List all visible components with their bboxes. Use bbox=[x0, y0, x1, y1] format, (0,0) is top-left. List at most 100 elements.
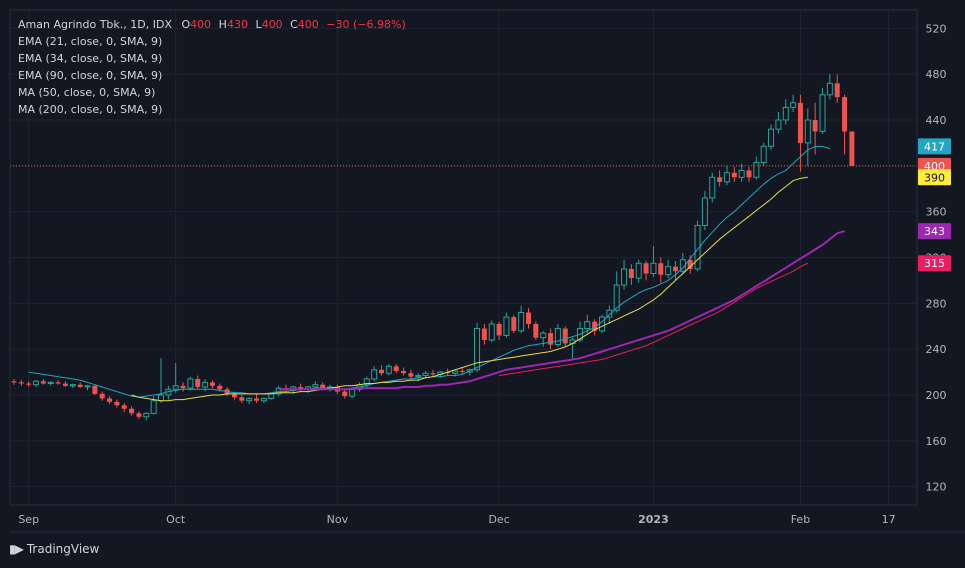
candle-106 bbox=[790, 94, 797, 112]
price-badge-390: 390 bbox=[918, 169, 951, 186]
candle-50 bbox=[379, 365, 384, 376]
candle-113 bbox=[842, 94, 848, 155]
candle-10 bbox=[84, 384, 91, 391]
candle-107 bbox=[797, 94, 803, 172]
candle-98 bbox=[731, 166, 737, 182]
candle-body-59 bbox=[445, 372, 451, 374]
candle-body-71 bbox=[533, 323, 539, 338]
candle-body-19 bbox=[150, 400, 157, 414]
tradingview-brand[interactable]: ▮▶ TradingView bbox=[9, 542, 99, 556]
candle-69 bbox=[518, 305, 525, 334]
legend-close-label: C bbox=[290, 18, 298, 31]
legend-indicator-ma200[interactable]: MA (200, close, 0, SMA, 9) bbox=[18, 103, 163, 116]
candle-body-74 bbox=[554, 328, 561, 346]
legend-symbol-row: Aman Agrindo Tbk., 1D, IDX O400 H430 L40… bbox=[18, 16, 406, 33]
candle-54 bbox=[408, 369, 414, 379]
y-tick-label-480: 480 bbox=[926, 68, 947, 81]
candle-body-95 bbox=[709, 176, 716, 199]
candle-body-24 bbox=[187, 378, 194, 389]
candle-body-20 bbox=[158, 394, 164, 402]
legend-low-label: L bbox=[255, 18, 262, 31]
candle-body-87 bbox=[650, 262, 657, 275]
candle-22 bbox=[172, 362, 179, 393]
candle-body-33 bbox=[254, 398, 260, 401]
candle-53 bbox=[401, 367, 407, 376]
candle-13 bbox=[107, 396, 113, 405]
candle-105 bbox=[782, 99, 789, 125]
candle-32 bbox=[246, 397, 253, 405]
candle-111 bbox=[826, 74, 833, 100]
candle-body-97 bbox=[723, 172, 730, 183]
candle-16 bbox=[129, 406, 135, 416]
indicator-lines-layer bbox=[10, 145, 917, 402]
candle-104 bbox=[775, 111, 782, 134]
candle-body-23 bbox=[180, 385, 186, 389]
candle-body-88 bbox=[658, 263, 664, 275]
x-tick-label-2023: 2023 bbox=[638, 513, 669, 526]
candle-body-41 bbox=[312, 384, 319, 388]
candle-body-99 bbox=[738, 169, 745, 178]
candle-94 bbox=[701, 191, 708, 230]
candle-body-72 bbox=[540, 332, 547, 339]
candle-31 bbox=[239, 395, 245, 404]
y-tick-label-520: 520 bbox=[926, 22, 947, 35]
candle-17 bbox=[136, 411, 142, 420]
legend-indicator-ma50[interactable]: MA (50, close, 0, SMA, 9) bbox=[18, 86, 156, 99]
candle-body-56 bbox=[422, 372, 429, 377]
candle-body-5 bbox=[47, 381, 54, 385]
candle-68 bbox=[511, 314, 517, 334]
candle-1 bbox=[18, 380, 24, 386]
candle-body-84 bbox=[628, 268, 634, 279]
candle-body-98 bbox=[731, 172, 737, 178]
candle-body-55 bbox=[415, 375, 422, 378]
candle-body-4 bbox=[40, 381, 46, 384]
candle-body-42 bbox=[320, 384, 326, 389]
candle-93 bbox=[694, 220, 701, 272]
candle-23 bbox=[180, 382, 186, 392]
brand-name: TradingView bbox=[26, 542, 100, 556]
candle-body-66 bbox=[496, 323, 502, 336]
candle-84 bbox=[628, 264, 634, 285]
candle-body-16 bbox=[129, 408, 135, 414]
legend-indicator-ema21[interactable]: EMA (21, close, 0, SMA, 9) bbox=[18, 35, 163, 48]
candle-11 bbox=[92, 384, 98, 395]
candle-103 bbox=[768, 124, 775, 150]
candle-body-111 bbox=[826, 82, 833, 96]
candle-body-49 bbox=[371, 369, 378, 380]
candle-body-46 bbox=[349, 388, 356, 397]
candle-25 bbox=[195, 375, 201, 390]
candle-body-78 bbox=[584, 321, 591, 330]
legend-symbol[interactable]: Aman Agrindo Tbk., 1D, IDX bbox=[18, 18, 172, 31]
candle-body-7 bbox=[62, 383, 68, 386]
candle-67 bbox=[503, 312, 510, 338]
candle-body-27 bbox=[209, 382, 215, 386]
candle-15 bbox=[121, 403, 127, 413]
candle-49 bbox=[371, 366, 378, 382]
candle-71 bbox=[533, 321, 539, 340]
candle-89 bbox=[665, 259, 672, 279]
x-tick-label-Feb: Feb bbox=[791, 513, 810, 526]
candle-body-112 bbox=[834, 83, 840, 98]
candle-body-12 bbox=[99, 393, 105, 399]
candle-body-30 bbox=[232, 393, 237, 398]
candle-body-110 bbox=[819, 94, 826, 132]
candle-6 bbox=[55, 380, 61, 385]
candle-73 bbox=[548, 328, 554, 350]
candle-body-82 bbox=[613, 284, 620, 311]
candle-24 bbox=[187, 376, 194, 391]
candle-112 bbox=[834, 74, 840, 103]
candle-body-34 bbox=[260, 397, 267, 402]
candle-body-113 bbox=[842, 97, 848, 132]
candle-body-79 bbox=[592, 321, 598, 331]
legend-indicator-ema34[interactable]: EMA (34, close, 0, SMA, 9) bbox=[18, 52, 163, 65]
candle-36 bbox=[275, 385, 282, 397]
candle-body-13 bbox=[107, 398, 113, 402]
candle-body-10 bbox=[84, 385, 91, 388]
candle-14 bbox=[114, 399, 120, 408]
price-badge-417: 417 bbox=[918, 138, 951, 155]
candle-body-53 bbox=[401, 370, 407, 374]
candle-108 bbox=[804, 108, 811, 166]
legend-indicator-ema90[interactable]: EMA (90, close, 0, SMA, 9) bbox=[18, 69, 163, 82]
